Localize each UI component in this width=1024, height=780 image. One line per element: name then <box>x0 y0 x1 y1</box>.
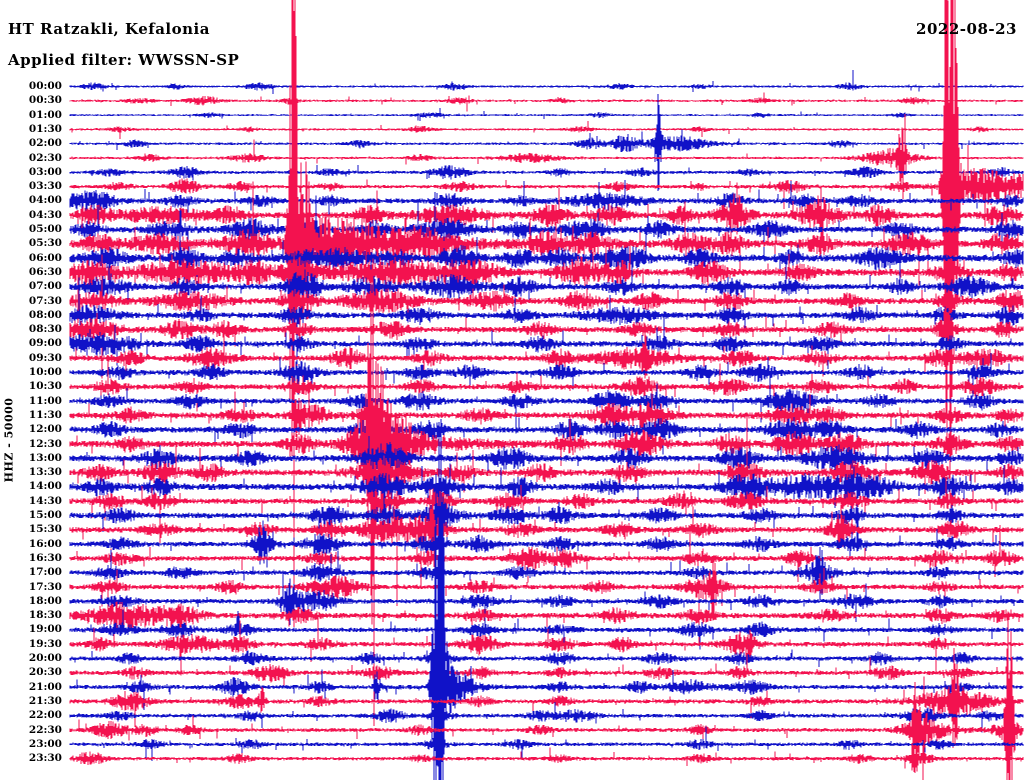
trace-21:00 <box>69 418 1024 780</box>
time-label: 15:00 <box>28 509 62 521</box>
trace-16:00 <box>69 520 1024 581</box>
time-label: 08:00 <box>28 308 62 321</box>
trace-14:00 <box>69 463 1024 552</box>
time-label: 13:30 <box>28 466 62 479</box>
time-label: 10:30 <box>28 380 62 393</box>
trace-16:30 <box>69 524 1024 583</box>
trace-17:30 <box>69 558 1024 643</box>
time-label: 13:00 <box>28 451 62 464</box>
time-label: 15:30 <box>28 523 62 536</box>
trace-01:00 <box>69 108 1024 121</box>
trace-07:00 <box>69 251 1024 323</box>
time-label: 07:00 <box>28 280 62 293</box>
time-label: 17:30 <box>28 580 62 593</box>
time-label: 20:30 <box>28 666 62 679</box>
time-label: 16:30 <box>28 551 62 564</box>
time-label: 10:00 <box>28 366 62 378</box>
time-label: 17:00 <box>28 566 62 579</box>
trace-20:00 <box>69 649 1024 667</box>
time-label: 20:00 <box>28 652 62 664</box>
trace-12:00 <box>69 417 1024 459</box>
time-label: 19:00 <box>28 623 62 636</box>
time-label: 04:30 <box>28 208 62 221</box>
time-label: 03:00 <box>28 165 62 178</box>
time-label: 14:30 <box>28 494 62 507</box>
trace-20:30 <box>69 653 1024 687</box>
time-label: 05:30 <box>28 237 62 250</box>
time-label: 01:00 <box>28 108 62 121</box>
trace-19:00 <box>69 609 1024 650</box>
time-label: 12:30 <box>28 437 62 450</box>
trace-03:30 <box>69 0 1024 499</box>
trace-05:30 <box>69 0 1024 628</box>
trace-21:30 <box>69 647 1024 749</box>
time-label: 06:00 <box>28 251 62 264</box>
trace-09:30 <box>69 327 1024 383</box>
trace-23:30 <box>69 736 1024 774</box>
time-label: 00:00 <box>28 80 62 92</box>
trace-13:30 <box>69 413 1024 495</box>
time-label: 00:30 <box>28 94 62 107</box>
time-label: 06:30 <box>28 265 62 278</box>
trace-23:00 <box>69 726 1024 761</box>
trace-10:00 <box>69 353 1024 397</box>
trace-00:30 <box>69 91 1024 112</box>
trace-19:30 <box>69 615 1024 676</box>
time-label: 05:00 <box>28 223 62 235</box>
trace-10:30 <box>69 359 1024 412</box>
trace-15:00 <box>69 478 1024 547</box>
time-label: 21:30 <box>28 694 62 707</box>
filter-label: Applied filter: WWSSN-SP <box>8 51 240 69</box>
trace-05:00 <box>69 191 1024 261</box>
trace-11:00 <box>69 377 1024 434</box>
trace-02:00 <box>69 94 1024 191</box>
trace-04:30 <box>69 182 1024 243</box>
time-label: 11:30 <box>28 408 62 421</box>
trace-04:00 <box>69 180 1024 218</box>
channel-scale-label: HHZ - 50000 <box>2 397 16 483</box>
trace-02:30 <box>69 113 1024 199</box>
trace-03:00 <box>69 164 1024 181</box>
trace-14:30 <box>69 477 1024 544</box>
time-label: 09:00 <box>28 337 62 350</box>
trace-08:30 <box>69 301 1024 379</box>
trace-07:30 <box>69 254 1024 341</box>
trace-15:30 <box>69 488 1024 589</box>
time-label: 18:00 <box>28 594 62 607</box>
trace-18:30 <box>69 601 1024 641</box>
time-label: 23:00 <box>28 737 62 750</box>
time-label: 19:30 <box>28 637 62 650</box>
trace-09:00 <box>69 314 1024 369</box>
time-label: 04:00 <box>28 194 62 207</box>
time-label: 07:30 <box>28 294 62 307</box>
time-label: 22:30 <box>28 723 62 736</box>
time-label: 16:00 <box>28 537 62 550</box>
station-title: HT Ratzakli, Kefalonia <box>8 20 210 38</box>
time-label: 09:30 <box>28 351 62 364</box>
time-label: 14:00 <box>28 480 62 493</box>
trace-01:30 <box>69 120 1024 139</box>
trace-06:00 <box>69 209 1024 291</box>
time-label: 21:00 <box>28 680 62 693</box>
trace-06:30 <box>69 235 1024 323</box>
time-label: 11:00 <box>28 394 62 407</box>
date-label: 2022-08-23 <box>916 20 1017 38</box>
time-label: 01:30 <box>28 122 62 135</box>
time-label: 03:30 <box>28 180 62 193</box>
trace-18:00 <box>69 572 1024 627</box>
time-label: 18:30 <box>28 609 62 622</box>
trace-08:00 <box>69 277 1024 348</box>
time-label: 22:00 <box>28 709 62 722</box>
trace-17:00 <box>69 547 1024 601</box>
trace-00:00 <box>69 70 1024 94</box>
time-label: 02:00 <box>28 137 62 150</box>
time-label: 08:30 <box>28 323 62 336</box>
time-label: 23:30 <box>28 752 62 765</box>
time-label: 12:00 <box>28 423 62 436</box>
time-label: 02:30 <box>28 151 62 164</box>
